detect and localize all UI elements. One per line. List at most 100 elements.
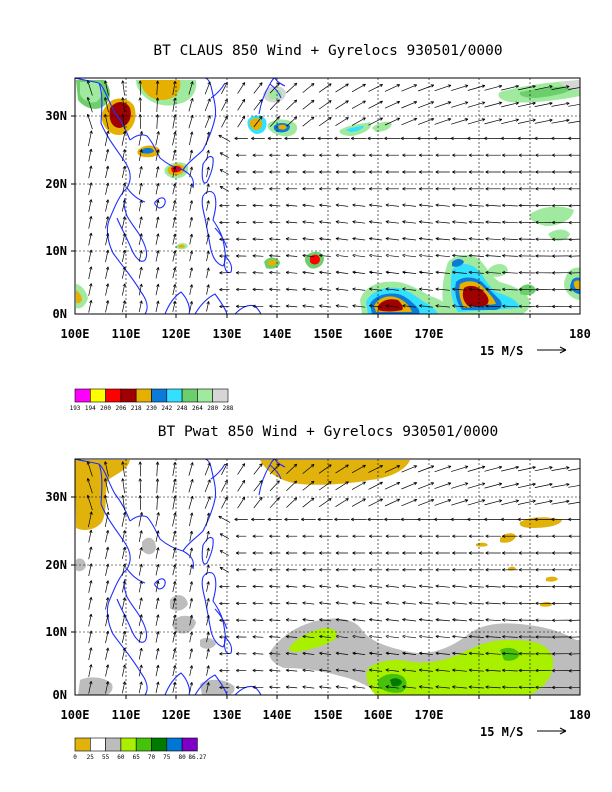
wind-arrow <box>317 136 333 141</box>
wind-arrow <box>189 131 194 146</box>
wind-arrow <box>452 253 467 258</box>
wind-arrow <box>269 618 281 622</box>
wind-arrow <box>221 479 228 492</box>
wind-arrow <box>417 498 435 506</box>
wind-arrow <box>551 584 569 589</box>
wind-arrow <box>172 216 177 228</box>
panel-1-vector-key: 15 M/S <box>480 344 567 358</box>
wind-arrow <box>138 495 142 510</box>
wind-arrow <box>335 100 349 110</box>
wind-arrow <box>319 618 332 622</box>
wind-arrow <box>434 465 452 473</box>
wind-arrow <box>319 187 332 191</box>
wind-arrow <box>517 84 536 91</box>
colorbar-label: 242 <box>161 405 172 412</box>
wind-arrow <box>269 304 281 308</box>
wind-arrow <box>468 584 484 588</box>
wind-arrow <box>155 149 160 161</box>
wind-arrow <box>467 465 486 472</box>
wind-arrow <box>319 685 332 689</box>
wind-arrow <box>172 681 177 693</box>
wind-arrow <box>368 481 383 490</box>
wind-arrow <box>86 494 93 511</box>
wind-arrow <box>369 634 383 639</box>
wind-arrow <box>319 220 332 224</box>
wind-arrow <box>269 685 281 689</box>
wind-arrow <box>253 496 263 509</box>
wind-arrow <box>418 584 433 588</box>
wind-arrow <box>452 534 467 538</box>
colorbar-label: 218 <box>131 405 142 412</box>
wind-arrow <box>418 601 433 605</box>
wind-arrow <box>384 100 401 109</box>
wind-arrow <box>534 466 553 472</box>
wind-arrow <box>172 664 177 677</box>
wind-arrow <box>302 270 315 275</box>
wind-arrow <box>502 685 518 689</box>
wind-arrow <box>188 495 194 510</box>
wind-arrow <box>155 647 160 660</box>
wind-arrow <box>535 635 552 639</box>
wind-arrow <box>138 300 143 313</box>
wind-arrow <box>138 664 143 677</box>
panel-1-background <box>75 78 580 314</box>
panel-1-cloud-fields <box>76 80 580 314</box>
wind-arrow <box>384 84 401 92</box>
wind-arrow <box>452 601 467 605</box>
wind-arrow <box>285 237 298 241</box>
wind-arrow <box>138 250 143 262</box>
wind-arrow <box>235 237 247 241</box>
wind-arrow <box>188 114 194 129</box>
wind-arrow <box>518 220 535 224</box>
wind-arrow <box>155 131 160 146</box>
wind-arrow <box>189 547 194 559</box>
wind-arrow <box>235 254 247 258</box>
wind-arrow <box>269 287 281 292</box>
wind-arrow <box>121 80 125 96</box>
wind-arrow <box>369 203 383 207</box>
wind-arrow <box>88 529 93 543</box>
wind-arrow <box>568 288 580 292</box>
wind-arrow <box>402 668 417 672</box>
wind-arrow <box>468 287 484 291</box>
wind-arrow <box>189 648 194 660</box>
wind-arrow <box>269 82 280 94</box>
wind-arrow <box>402 685 417 689</box>
wind-arrow <box>237 496 246 509</box>
wind-arrow <box>435 287 450 291</box>
wind-arrow <box>121 283 126 296</box>
wind-arrow <box>206 530 210 542</box>
wind-arrow <box>435 153 450 157</box>
wind-arrow <box>502 618 518 622</box>
wind-arrow <box>518 685 535 689</box>
wind-arrow <box>285 187 298 191</box>
wind-arrow <box>252 287 264 292</box>
wind-arrow <box>518 568 535 572</box>
wind-arrow <box>237 479 246 492</box>
wind-arrow <box>452 220 467 224</box>
wind-arrow <box>551 482 570 488</box>
wind-arrow <box>155 300 160 313</box>
wind-arrow <box>517 101 536 108</box>
wind-arrow <box>485 618 501 622</box>
wind-arrow <box>172 512 177 527</box>
wind-arrow <box>138 530 143 542</box>
wind-arrow <box>435 568 450 572</box>
wind-arrow <box>88 232 93 246</box>
wind-arrow <box>105 613 110 627</box>
wind-arrow <box>319 253 332 258</box>
wind-arrow <box>551 534 569 538</box>
x-tick-label: 170E <box>415 708 444 722</box>
wind-arrow <box>105 681 110 694</box>
wind-arrow <box>138 216 143 229</box>
wind-arrow <box>551 287 569 292</box>
wind-arrow <box>155 80 160 96</box>
wind-arrow <box>402 270 417 274</box>
wind-arrow <box>568 652 580 656</box>
wind-arrow <box>468 568 484 572</box>
wind-arrow <box>138 478 142 494</box>
wind-arrow <box>206 301 210 312</box>
wind-arrow <box>105 563 110 576</box>
wind-arrow <box>435 551 450 555</box>
wind-arrow <box>384 498 401 507</box>
